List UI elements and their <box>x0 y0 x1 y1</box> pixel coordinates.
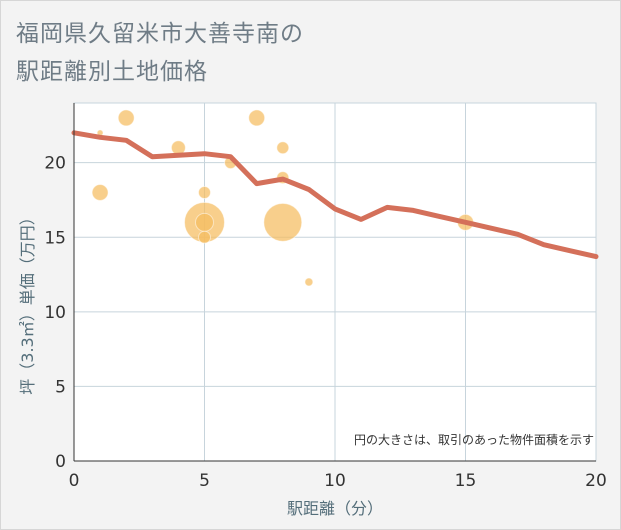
bubble-size-note: 円の大きさは、取引のあった物件面積を示す <box>354 432 594 447</box>
chart-title-line1: 福岡県久留米市大善寺南の <box>16 21 304 47</box>
scatter-point <box>198 186 211 199</box>
y-tick-label: 10 <box>44 303 66 323</box>
transaction-bubbles <box>91 109 474 287</box>
x-tick-label: 5 <box>199 471 210 491</box>
x-tick-label: 10 <box>324 471 346 491</box>
y-tick-label: 5 <box>55 377 66 397</box>
x-tick-label: 20 <box>585 471 607 491</box>
y-axis-label: 坪（3.3㎡）単価（万円） <box>18 209 37 394</box>
scatter-point <box>117 109 135 127</box>
y-tick-label: 20 <box>44 154 66 174</box>
scatter-point <box>91 184 109 201</box>
axis-ticks: 0 5 10 15 20 0 5 10 15 20 <box>44 103 607 491</box>
y-tick-label: 0 <box>55 452 66 472</box>
average-price-line <box>71 130 599 260</box>
scatter-point <box>248 109 266 127</box>
x-tick-label: 15 <box>455 471 477 491</box>
x-tick-label: 0 <box>69 471 80 491</box>
scatter-point <box>198 230 211 244</box>
scatter-point <box>304 277 314 287</box>
y-tick-label: 15 <box>44 228 66 248</box>
chart-title-line2: 駅距離別土地価格 <box>16 59 208 85</box>
x-axis-label: 駅距離（分） <box>287 499 383 518</box>
scatter-point <box>263 202 303 242</box>
scatter-point <box>195 212 214 232</box>
scatter-point <box>276 141 290 155</box>
